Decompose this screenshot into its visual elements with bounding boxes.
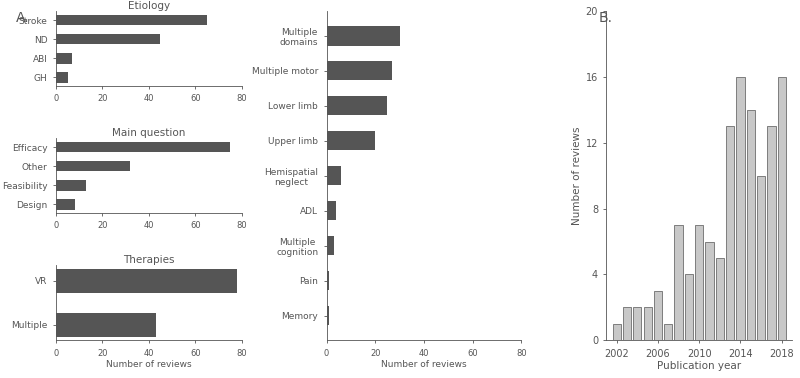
Bar [56, 199, 74, 210]
Bar [56, 180, 86, 191]
Bar [633, 307, 642, 340]
Bar [56, 269, 237, 293]
Bar [326, 306, 329, 325]
Bar [726, 127, 734, 340]
Bar [695, 225, 703, 340]
Text: A.: A. [16, 11, 30, 25]
Bar [326, 26, 400, 45]
Y-axis label: Number of reviews: Number of reviews [571, 127, 582, 225]
Bar [56, 15, 207, 25]
Bar [326, 271, 329, 290]
Bar [326, 61, 392, 81]
Bar [674, 225, 682, 340]
Bar [706, 242, 714, 340]
Bar [326, 201, 336, 220]
Title: Main question: Main question [112, 128, 186, 138]
Bar [685, 274, 693, 340]
Title: Etiology: Etiology [128, 0, 170, 11]
Bar [613, 324, 621, 340]
Bar [326, 131, 375, 150]
Bar [778, 77, 786, 340]
Bar [623, 307, 631, 340]
Bar [643, 307, 652, 340]
Bar [767, 127, 775, 340]
Bar [56, 53, 72, 64]
Bar [654, 291, 662, 340]
Bar [56, 142, 230, 152]
X-axis label: Number of reviews: Number of reviews [106, 360, 192, 369]
Bar [716, 258, 724, 340]
Bar [326, 96, 387, 115]
Bar [56, 34, 161, 44]
Bar [736, 77, 745, 340]
Bar [56, 313, 156, 337]
Bar [326, 166, 341, 185]
Text: B.: B. [598, 11, 612, 25]
X-axis label: Number of reviews: Number of reviews [381, 360, 467, 369]
Title: Therapies: Therapies [123, 255, 174, 265]
Bar [56, 161, 130, 172]
Bar [56, 72, 68, 83]
Bar [757, 176, 765, 340]
Bar [746, 110, 755, 340]
Bar [664, 324, 672, 340]
X-axis label: Publication year: Publication year [657, 361, 742, 371]
Bar [326, 236, 334, 255]
